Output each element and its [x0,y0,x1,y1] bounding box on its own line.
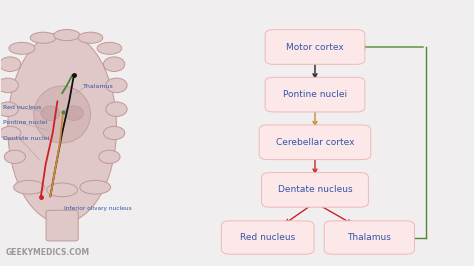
Ellipse shape [78,32,103,43]
Text: Thalamus: Thalamus [83,84,114,89]
Ellipse shape [106,78,127,93]
Text: Pontine nuclei: Pontine nuclei [283,90,347,99]
Ellipse shape [47,183,77,197]
Ellipse shape [41,106,60,120]
FancyBboxPatch shape [221,221,314,254]
Ellipse shape [0,78,18,93]
Ellipse shape [9,42,35,54]
Text: Inferior olivary nucleus: Inferior olivary nucleus [64,206,132,211]
Text: Cerebellar cortex: Cerebellar cortex [276,138,354,147]
Ellipse shape [103,126,125,140]
Ellipse shape [0,126,21,140]
Ellipse shape [54,30,80,41]
Text: Motor cortex: Motor cortex [286,43,344,52]
Ellipse shape [30,32,56,43]
Ellipse shape [0,57,21,72]
Text: GEEKYMEDICS.COM: GEEKYMEDICS.COM [5,248,90,257]
Ellipse shape [106,102,127,117]
Text: Red nucleus: Red nucleus [3,105,41,110]
Text: Dentate nuclei: Dentate nuclei [3,136,49,141]
FancyBboxPatch shape [46,210,78,241]
Text: Dentate nucleus: Dentate nucleus [278,185,352,194]
Ellipse shape [99,150,120,163]
Ellipse shape [8,32,117,223]
FancyBboxPatch shape [265,30,365,64]
Text: Thalamus: Thalamus [347,233,391,242]
FancyBboxPatch shape [265,77,365,112]
Ellipse shape [64,106,83,120]
Ellipse shape [4,150,26,163]
Text: Red nucleus: Red nucleus [240,233,295,242]
Ellipse shape [0,102,18,117]
FancyBboxPatch shape [262,173,368,207]
Ellipse shape [97,42,122,54]
Ellipse shape [103,57,125,72]
Text: Pontine nuclei: Pontine nuclei [3,120,47,125]
FancyBboxPatch shape [259,125,371,160]
Ellipse shape [80,180,110,194]
Ellipse shape [14,180,45,194]
Ellipse shape [34,86,91,143]
FancyBboxPatch shape [324,221,414,254]
